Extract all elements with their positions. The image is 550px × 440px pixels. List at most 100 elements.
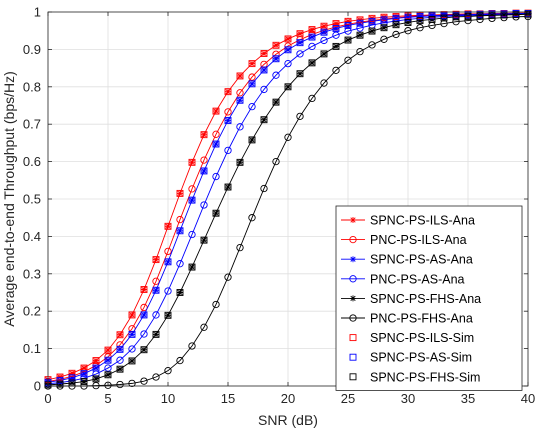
data-point	[333, 43, 339, 50]
data-point	[201, 131, 207, 138]
legend-label: SPNC-PS-AS-Sim	[370, 351, 472, 365]
legend-marker	[350, 256, 356, 263]
x-tick-label: 25	[341, 391, 355, 406]
legend-label: PNC-PS-FHS-Ana	[370, 312, 473, 326]
data-point	[392, 21, 400, 29]
data-point	[405, 19, 411, 26]
data-point	[153, 256, 159, 263]
data-point	[356, 19, 364, 27]
legend-label: SPNC-PS-ILS-Sim	[370, 331, 474, 345]
data-point	[332, 31, 340, 39]
data-point	[321, 50, 327, 57]
data-point	[92, 364, 100, 372]
data-point	[92, 357, 100, 365]
legend-label: SPNC-PS-FHS-Ana	[370, 292, 481, 306]
data-point	[224, 88, 232, 96]
data-point	[188, 196, 196, 204]
legend-label: SPNC-PS-AS-Ana	[370, 253, 473, 267]
data-point	[272, 55, 280, 63]
data-point	[200, 201, 208, 209]
data-point	[93, 357, 99, 364]
data-point	[440, 19, 448, 28]
data-point	[297, 30, 303, 37]
data-point	[309, 34, 315, 41]
data-point	[320, 36, 328, 45]
data-point	[165, 258, 171, 265]
data-point	[176, 227, 184, 235]
data-point	[332, 66, 340, 74]
x-tick-label: 15	[221, 391, 235, 406]
data-point	[381, 24, 387, 31]
y-tick-label: 0.1	[23, 341, 41, 356]
data-point	[116, 380, 124, 389]
data-point	[237, 159, 243, 166]
y-tick-label: 0	[34, 379, 41, 394]
data-point	[116, 345, 124, 353]
data-point	[236, 89, 244, 97]
data-point	[368, 17, 376, 25]
data-point	[164, 247, 172, 256]
data-point	[332, 25, 340, 32]
data-point	[452, 13, 460, 21]
data-point	[417, 13, 423, 20]
data-point	[164, 287, 172, 295]
data-point	[105, 357, 111, 364]
data-point	[296, 112, 304, 120]
data-point	[284, 133, 292, 141]
data-point	[308, 59, 316, 67]
data-point	[80, 378, 88, 385]
data-point	[404, 27, 412, 35]
data-point	[417, 17, 423, 24]
data-point	[284, 46, 292, 54]
data-point	[273, 99, 279, 106]
data-point	[224, 108, 232, 116]
data-point	[93, 375, 99, 382]
legend-label: SPNC-PS-ILS-Ana	[370, 214, 475, 228]
series-line	[48, 16, 529, 387]
data-point	[188, 158, 196, 166]
data-point	[248, 80, 256, 88]
data-point	[296, 50, 304, 58]
data-point	[320, 28, 328, 36]
data-point	[428, 12, 436, 20]
data-point	[452, 18, 460, 26]
data-point	[345, 22, 351, 29]
data-point	[249, 60, 255, 67]
y-tick-label: 0.3	[23, 266, 41, 281]
data-point	[476, 12, 484, 20]
data-point	[176, 215, 184, 224]
data-point	[273, 55, 279, 62]
data-point	[129, 357, 135, 364]
data-point	[176, 189, 184, 197]
y-tick-label: 0.2	[23, 304, 41, 319]
data-point	[356, 31, 364, 39]
data-point	[212, 130, 220, 138]
data-point	[321, 23, 327, 30]
data-point	[236, 72, 244, 80]
data-point	[416, 13, 424, 20]
data-point	[176, 289, 184, 296]
data-point	[368, 27, 376, 35]
data-point	[80, 370, 88, 378]
data-point	[188, 342, 196, 350]
data-point	[332, 42, 340, 50]
data-point	[416, 17, 424, 25]
data-point	[344, 17, 352, 25]
legend: SPNC-PS-ILS-Ana PNC-PS-ILS-Ana SPNC-PS-AS-…	[335, 205, 523, 391]
data-point	[344, 36, 352, 44]
data-point	[189, 264, 195, 271]
data-point	[153, 287, 159, 294]
data-point	[117, 346, 123, 353]
data-point	[248, 136, 256, 144]
data-point	[224, 146, 232, 155]
legend-marker	[350, 295, 356, 302]
data-point	[81, 370, 87, 377]
data-point	[213, 108, 219, 115]
x-tick-label: 20	[281, 391, 295, 406]
data-point	[296, 39, 304, 47]
data-point	[333, 25, 339, 32]
data-point	[177, 190, 183, 197]
data-point	[284, 35, 292, 43]
data-point	[140, 377, 148, 385]
data-point	[116, 365, 124, 373]
